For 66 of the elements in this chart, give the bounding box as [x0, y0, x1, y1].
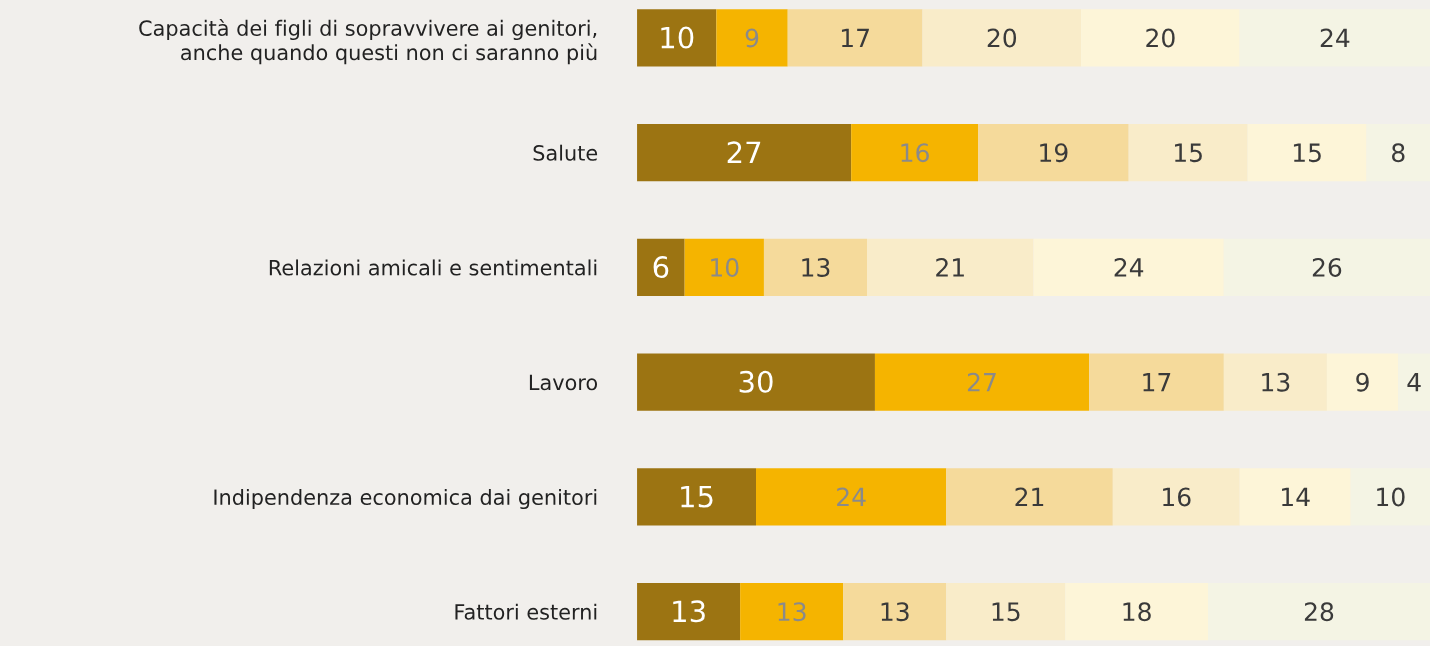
data-label: 18: [1123, 602, 1151, 622]
data-label: 15: [1293, 143, 1321, 163]
data-label: 20: [1146, 28, 1175, 48]
data-label: 24: [1320, 28, 1350, 48]
data-label: 4: [1407, 373, 1421, 392]
data-label: 13: [881, 602, 909, 622]
bar: [637, 353, 875, 411]
data-label: 21: [936, 257, 964, 277]
data-label: 28: [1304, 602, 1334, 622]
data-label: 21: [1015, 487, 1044, 507]
bar: [843, 582, 947, 641]
data-label: 16: [901, 143, 929, 163]
bar: [716, 9, 788, 67]
bar: [637, 238, 685, 297]
y-tick-label: Indipendenza economica dai genitori: [214, 488, 597, 510]
data-label: 13: [673, 600, 705, 623]
bar: [756, 468, 947, 526]
bar: [867, 238, 1034, 297]
y-tick-label: Fattori esterni: [455, 603, 597, 620]
data-label: 10: [1377, 487, 1405, 507]
bar: [684, 238, 764, 297]
bar: [637, 9, 717, 67]
data-label: 17: [841, 28, 869, 48]
bar: [851, 123, 979, 182]
data-label: 30: [739, 370, 773, 393]
data-label: 14: [1282, 487, 1310, 507]
data-label: 9: [1356, 372, 1369, 392]
data-label: 24: [837, 487, 866, 507]
bar: [946, 468, 1113, 526]
data-label: 26: [1312, 257, 1342, 277]
bar: [946, 582, 1066, 641]
bar: [1089, 353, 1224, 411]
bar: [637, 468, 757, 526]
data-label: 10: [661, 26, 694, 49]
bar: [1223, 353, 1327, 411]
data-label: 15: [681, 485, 713, 508]
bar: [978, 123, 1129, 182]
data-label: 15: [992, 602, 1020, 622]
data-label: 20: [987, 28, 1017, 48]
data-label: 27: [967, 372, 996, 392]
bar: [763, 238, 868, 297]
bar: [637, 582, 741, 641]
data-label: 27: [727, 141, 761, 163]
y-tick-label: Lavoro: [529, 374, 598, 391]
bar: [1112, 468, 1240, 526]
data-label: 19: [1040, 143, 1068, 163]
data-label: 8: [1392, 143, 1405, 163]
bar: [922, 9, 1082, 67]
y-tick-label: Capacità dei figli di sopravvivere ai genitori, anche quando questi non ci saranno più: [139, 19, 597, 65]
bar: [637, 123, 852, 182]
bar: [874, 353, 1090, 411]
data-label: 13: [1262, 372, 1290, 392]
bar: [1128, 123, 1248, 182]
bar: [787, 9, 923, 67]
data-label: 13: [802, 257, 830, 277]
data-label: 17: [1143, 373, 1171, 392]
data-label: 16: [1163, 487, 1191, 507]
data-label: 10: [711, 257, 739, 277]
data-label: 15: [1174, 143, 1202, 163]
bar: [740, 582, 844, 641]
data-label: 6: [653, 256, 669, 279]
y-tick-label: Relazioni amicali e sentimentali: [269, 259, 597, 276]
data-label: 13: [778, 602, 806, 622]
data-label: 9: [745, 28, 759, 48]
y-tick-label: Salute: [533, 144, 598, 161]
data-label: 24: [1114, 257, 1144, 277]
